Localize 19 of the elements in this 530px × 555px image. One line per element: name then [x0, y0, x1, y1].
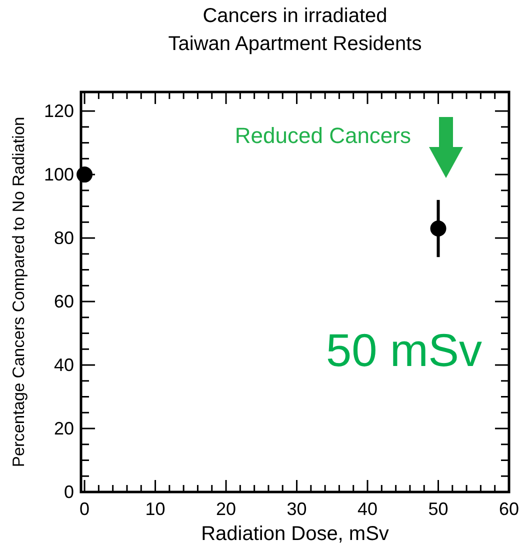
x-tick-label: 10 [145, 499, 166, 519]
x-tick-label: 60 [498, 499, 520, 519]
x-tick-label: 30 [286, 499, 307, 519]
annotation: 50 mSv [326, 324, 482, 376]
x-tick-label: 40 [357, 499, 378, 519]
y-tick-label: 60 [54, 292, 74, 312]
y-tick-label: 40 [54, 355, 74, 376]
y-tick-label: 100 [44, 164, 74, 185]
x-axis-title: Radiation Dose, mSv [201, 523, 389, 545]
y-tick-label: 20 [54, 418, 74, 439]
y-tick-label: 0 [64, 482, 74, 502]
y-axis-title: Percentage Cancers Compared to No Radiation [10, 116, 28, 468]
x-tick-label: 20 [216, 499, 236, 519]
chart-title: Cancers in irradiated Taiwan Apartment Residents [168, 5, 422, 55]
x-tick-label: 50 [428, 499, 448, 519]
y-tick-label: 120 [44, 101, 74, 122]
annotation: Reduced Cancers [234, 123, 411, 148]
x-tick-label: 0 [80, 499, 90, 519]
y-tick-label: 80 [54, 228, 74, 248]
